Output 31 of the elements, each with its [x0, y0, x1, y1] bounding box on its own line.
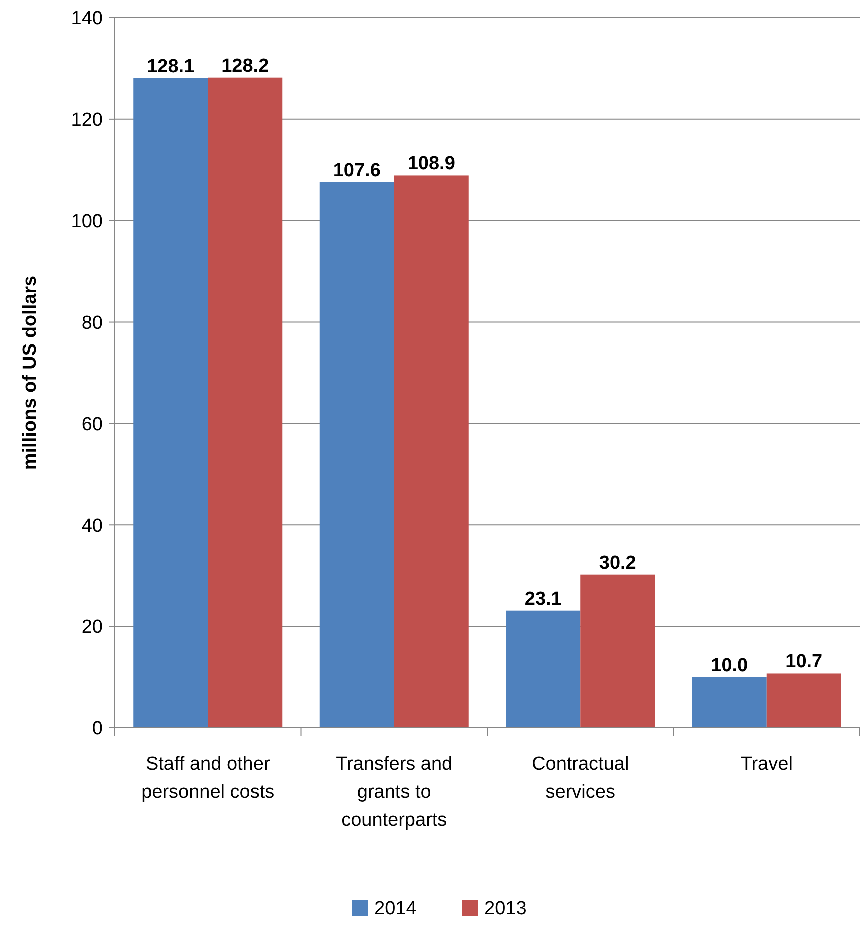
- bar: [506, 610, 581, 728]
- x-tick-label: Contractual services: [532, 754, 630, 803]
- data-label: 128.1: [147, 56, 196, 78]
- x-tick-label: Transfers and grants to counterparts: [336, 754, 453, 831]
- x-tick-label: Travel: [740, 754, 793, 775]
- legend-label: 2013: [484, 898, 527, 920]
- bar: [208, 78, 283, 728]
- y-tick-label: 120: [71, 110, 103, 132]
- legend-label: 2014: [374, 898, 418, 920]
- y-tick-label: 60: [82, 414, 103, 436]
- bar: [692, 677, 767, 728]
- bar: [134, 78, 208, 728]
- y-tick-label: 80: [82, 312, 103, 334]
- data-label: 10.7: [786, 652, 823, 673]
- y-tick-label: 140: [71, 8, 103, 30]
- data-label: 23.1: [524, 588, 562, 610]
- bar: [580, 574, 656, 728]
- y-tick-label: 20: [82, 617, 103, 638]
- y-tick-label: 0: [92, 718, 103, 740]
- data-label: 30.2: [599, 552, 636, 574]
- data-label: 128.2: [222, 56, 270, 77]
- data-label: 10.0: [711, 655, 748, 676]
- bar: [766, 674, 842, 728]
- y-tick-label: 100: [71, 212, 103, 233]
- bar: [394, 176, 469, 728]
- x-tick-label: Staff and other personnel costs: [142, 754, 275, 803]
- y-tick-label: 40: [82, 516, 103, 537]
- bar: [320, 182, 394, 728]
- y-axis-title: millions of US dollars: [20, 276, 41, 470]
- data-label: 107.6: [333, 160, 381, 182]
- data-label: 108.9: [408, 154, 456, 175]
